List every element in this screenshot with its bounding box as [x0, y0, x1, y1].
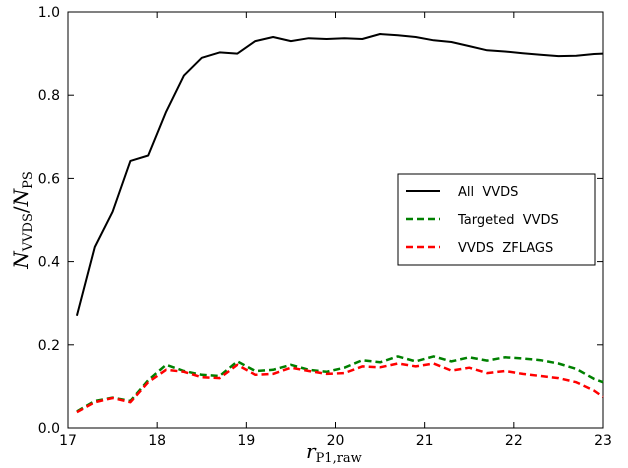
x-tick-label: 18 — [148, 433, 166, 449]
series-line-0 — [75, 33, 604, 316]
x-tick-label: 22 — [505, 433, 523, 449]
series-line-2 — [76, 362, 604, 414]
legend: All VVDS Targeted VVDS VVDS ZFLAGS — [397, 173, 596, 266]
y-tick-label: 0.8 — [38, 88, 60, 104]
x-tick-label: 20 — [327, 433, 345, 449]
legend-label-vvds-zflags: VVDS ZFLAGS — [458, 241, 553, 256]
x-axis-label-sub: P1,raw — [316, 451, 362, 466]
legend-label-targeted-vvds: Targeted VVDS — [457, 213, 559, 228]
y-tick-label: 0.2 — [38, 338, 60, 354]
x-axis-label: rP1,raw — [306, 439, 362, 466]
x-axis-label-main: r — [306, 439, 317, 463]
y-tick-label: 1.0 — [38, 5, 60, 21]
x-tick-label: 21 — [416, 433, 434, 449]
x-tick-label: 17 — [59, 433, 77, 449]
x-tick-label: 19 — [237, 433, 255, 449]
x-tick-label: 23 — [594, 433, 612, 449]
series-lines — [75, 33, 604, 414]
y-tick-label: 0.0 — [38, 421, 60, 437]
y-tick-label: 0.6 — [38, 171, 60, 187]
y-axis-label: NVVDS/NPS — [9, 171, 36, 270]
ticks: 17 18 19 20 21 22 23 0.0 0.2 0.4 0.6 0.8 1.0 — [38, 5, 612, 449]
series-line-1 — [76, 355, 604, 413]
legend-label-all-vvds: All VVDS — [458, 185, 518, 200]
y-tick-label: 0.4 — [38, 255, 60, 271]
